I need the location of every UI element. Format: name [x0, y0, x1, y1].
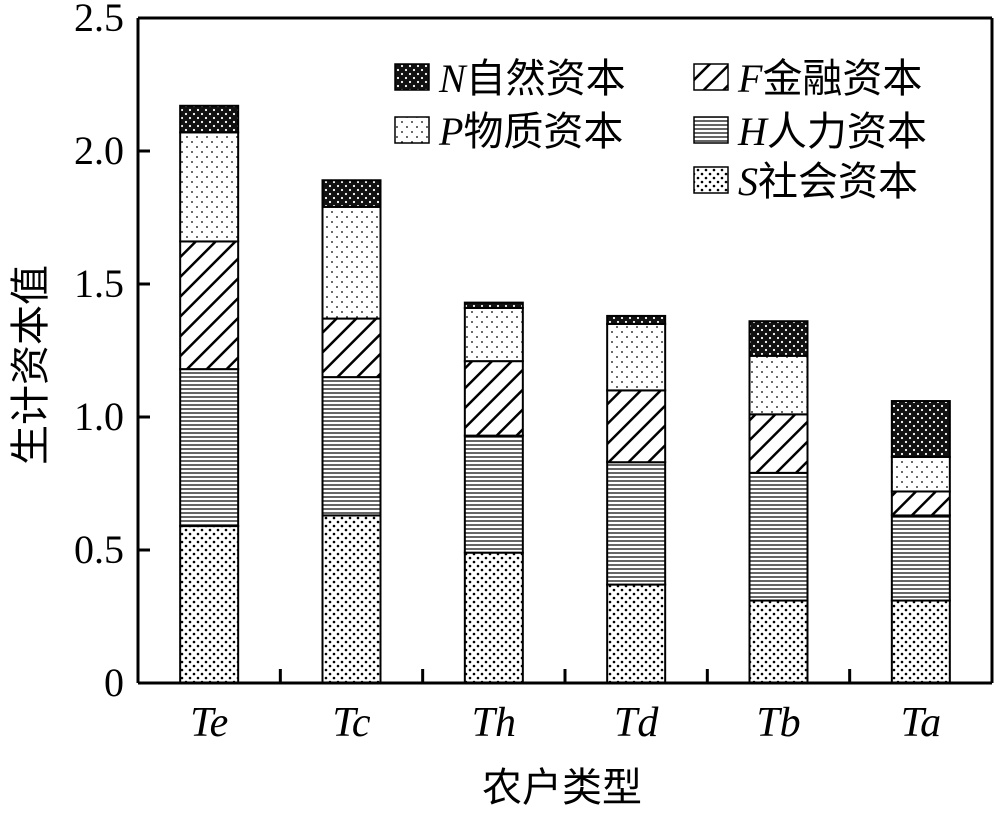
bar-segment-f-te [179, 240, 240, 371]
legend-swatch [693, 63, 729, 91]
bar-segment-p-td [606, 322, 667, 392]
legend-name: 社会资本 [758, 159, 918, 205]
legend-code: P [438, 109, 463, 154]
legend-label: P物质资本 [438, 109, 623, 155]
bar-segment-f-th [463, 360, 524, 437]
bar-segment-h-ta [890, 514, 951, 602]
y-axis-title: 生计资本值 [8, 265, 54, 465]
axes: Te Tc Th Td Tb Ta 0 0.5 1.0 1.5 2.0 2.5 [74, 0, 994, 746]
y-tick-label: 1.0 [74, 394, 124, 439]
legend-swatch [693, 116, 729, 144]
legend-label: H人力资本 [737, 109, 927, 155]
y-tick-label: 2.0 [74, 128, 124, 173]
legend-name: 金融资本 [762, 56, 922, 102]
bar-segment-h-tb [748, 471, 809, 602]
x-axis-title: 农户类型 [482, 765, 642, 811]
bar-segment-p-th [463, 306, 524, 363]
legend-swatch [394, 116, 430, 144]
bar-segment-n-tc [321, 179, 382, 208]
bar-segment-s-tc [321, 514, 382, 684]
x-tick-label: Te [190, 700, 228, 746]
x-tick-label: Th [472, 700, 516, 746]
x-tick-label: Tc [332, 700, 371, 746]
legend-code: F [737, 56, 763, 101]
bar-segment-n-tb [748, 320, 809, 357]
x-tick-label: Td [614, 700, 659, 746]
bar-segment-n-td [606, 314, 667, 325]
legend-item-h: H人力资本 [693, 109, 927, 155]
legend-code: N [438, 56, 468, 101]
bar-segment-f-tc [321, 317, 382, 379]
bar-segment-p-te [179, 131, 240, 243]
x-tick-label: Tb [756, 700, 800, 746]
bar-segment-h-td [606, 461, 667, 586]
legend-name: 物质资本 [463, 109, 623, 155]
bar-segment-n-th [463, 301, 524, 309]
plot-area [179, 104, 951, 685]
legend-code: H [737, 109, 769, 154]
bar-segment-n-te [179, 104, 240, 134]
bar-segment-h-th [463, 434, 524, 554]
bar-segment-p-tb [748, 354, 809, 416]
y-tick-label: 0.5 [74, 527, 124, 572]
bar-segment-p-ta [890, 455, 951, 493]
bar-segment-s-ta [890, 599, 951, 684]
legend-item-f: F金融资本 [693, 56, 922, 102]
legend-item-p: P物质资本 [394, 109, 623, 155]
legend-swatch [693, 166, 729, 194]
legend-item-n: N自然资本 [394, 56, 626, 102]
bar-segment-s-th [463, 551, 524, 684]
bar-segment-s-td [606, 583, 667, 685]
bar-segment-s-te [179, 525, 240, 684]
bar-segment-h-te [179, 368, 240, 528]
legend-code: S [738, 159, 758, 204]
legend-label: S社会资本 [738, 159, 918, 205]
x-tick-label: Ta [901, 700, 942, 746]
bar-segment-f-td [606, 389, 667, 464]
bar-segment-s-tb [748, 599, 809, 684]
bar-segment-f-tb [748, 413, 809, 474]
y-tick-label: 2.5 [74, 0, 124, 40]
legend-item-s: S社会资本 [693, 159, 918, 205]
legend-label: F金融资本 [737, 56, 922, 102]
legend-name: 人力资本 [767, 109, 927, 155]
bar-segment-p-tc [321, 205, 382, 320]
bar-segment-f-ta [890, 490, 951, 517]
bar-segment-n-ta [890, 400, 951, 458]
y-tick-label: 0 [104, 660, 124, 705]
y-tick-label: 1.5 [74, 261, 124, 306]
legend-name: 自然资本 [466, 56, 626, 102]
bar-segment-h-tc [321, 376, 382, 517]
legend-label: N自然资本 [438, 56, 626, 102]
legend-swatch [394, 63, 430, 91]
